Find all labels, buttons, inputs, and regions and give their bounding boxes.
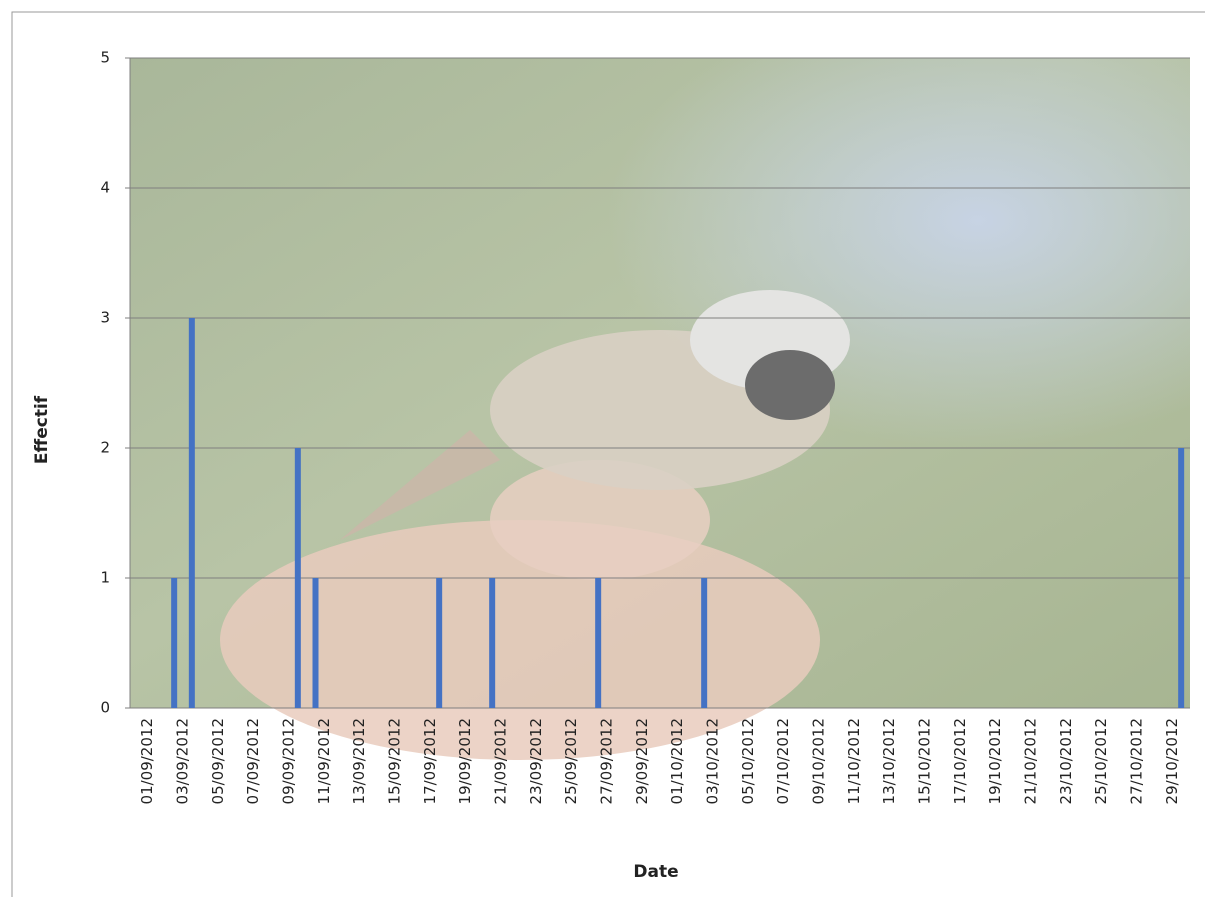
x-axis-title: Date	[633, 862, 678, 882]
x-tick-label: 07/09/2012	[244, 718, 262, 804]
x-tick-label: 17/09/2012	[421, 718, 439, 804]
y-tick-label: 1	[100, 569, 110, 587]
background-photo	[130, 58, 1190, 760]
x-tick-label: 03/10/2012	[704, 718, 722, 804]
x-tick-label: 01/10/2012	[668, 718, 686, 804]
x-tick-label: 29/10/2012	[1163, 718, 1181, 804]
x-tick-label: 21/09/2012	[492, 718, 510, 804]
y-axis-title: Effectif	[32, 395, 52, 464]
bar	[701, 578, 708, 708]
x-tick-label: 09/10/2012	[810, 718, 828, 804]
x-tick-label: 21/10/2012	[1022, 718, 1040, 804]
x-tick-label: 17/10/2012	[951, 718, 969, 804]
frame	[11, 11, 1205, 897]
y-tick-label: 4	[100, 179, 110, 197]
x-tick-label: 19/09/2012	[456, 718, 474, 804]
x-tick-label: 15/09/2012	[386, 718, 404, 804]
x-tick-label: 01/09/2012	[138, 718, 156, 804]
x-tick-label: 13/10/2012	[880, 718, 898, 804]
x-tick-label: 27/10/2012	[1128, 718, 1146, 804]
x-tick-label: 27/09/2012	[598, 718, 616, 804]
x-tick-label: 29/09/2012	[633, 718, 651, 804]
x-tick-label: 19/10/2012	[986, 718, 1004, 804]
x-tick-label: 03/09/2012	[174, 718, 192, 804]
x-tick-label: 13/09/2012	[350, 718, 368, 804]
x-tick-label: 07/10/2012	[774, 718, 792, 804]
bar	[436, 578, 443, 708]
bar	[188, 318, 195, 708]
y-tick-label: 2	[100, 439, 110, 457]
x-tick-label: 05/10/2012	[739, 718, 757, 804]
bar	[489, 578, 496, 708]
bar	[1178, 448, 1185, 708]
x-tick-label: 11/09/2012	[315, 718, 333, 804]
x-tick-label: 15/10/2012	[916, 718, 934, 804]
x-tick-label: 05/09/2012	[209, 718, 227, 804]
x-tick-label: 25/09/2012	[562, 718, 580, 804]
bar	[595, 578, 602, 708]
bar	[294, 448, 301, 708]
bar	[171, 578, 178, 708]
y-tick-label: 5	[100, 49, 110, 67]
x-tick-label: 23/10/2012	[1057, 718, 1075, 804]
x-tick-label: 09/09/2012	[280, 718, 298, 804]
bar	[312, 578, 319, 708]
x-tick-label: 25/10/2012	[1092, 718, 1110, 804]
y-tick-label: 0	[100, 699, 110, 717]
x-tick-label: 11/10/2012	[845, 718, 863, 804]
x-tick-label: 23/09/2012	[527, 718, 545, 804]
y-tick-label: 3	[100, 309, 110, 327]
